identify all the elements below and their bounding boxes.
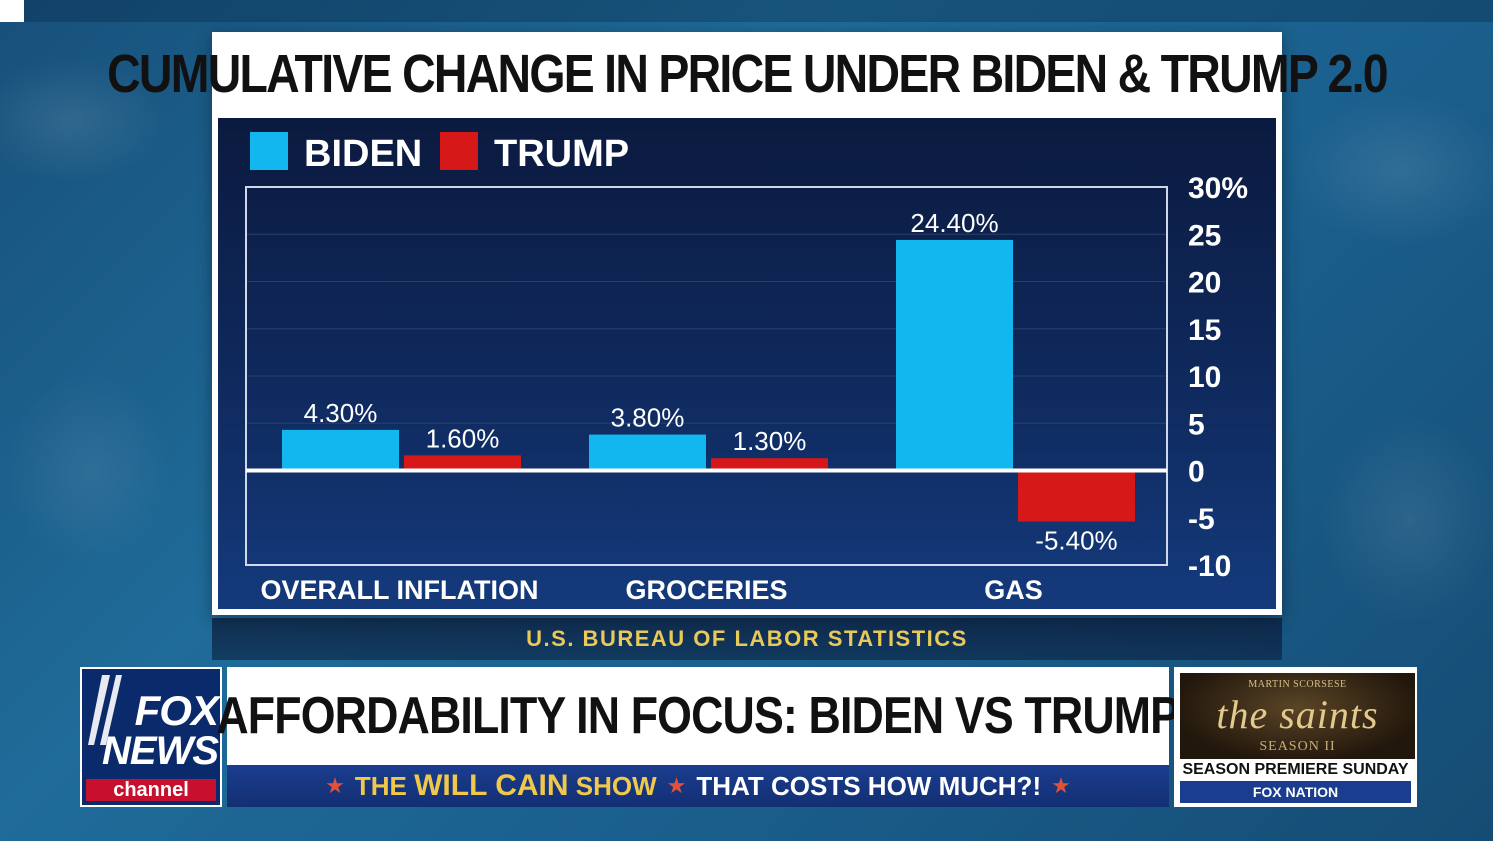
data-label: 4.30% (304, 398, 378, 428)
promo-premiere: SEASON PREMIERE SUNDAY (1182, 761, 1409, 778)
promo-title: the saints (1216, 692, 1379, 737)
bar-trump-0 (404, 455, 521, 471)
segment-title: THAT COSTS HOW MUCH?! (696, 770, 1042, 801)
bar-biden-1 (589, 434, 706, 471)
legend-label-biden: BIDEN (304, 133, 422, 175)
bar-biden-2 (896, 239, 1013, 471)
logo-stripes-icon (88, 675, 122, 745)
data-label: 1.60% (426, 423, 500, 453)
legend-label-trump: TRUMP (494, 133, 629, 175)
y-tick-label: 10 (1188, 361, 1221, 394)
y-tick-label: 30% (1188, 172, 1248, 205)
fox-news-logo: FOX NEWS channel (80, 667, 222, 807)
show-name: WILL CAIN (414, 769, 569, 802)
plot-frame (245, 186, 1168, 566)
data-label: -5.40% (1035, 526, 1117, 556)
y-tick-label: 15 (1188, 314, 1221, 347)
data-label: 1.30% (733, 426, 807, 456)
chart-panel: CUMULATIVE CHANGE IN PRICE UNDER BIDEN &… (107, 32, 1389, 615)
ticker-bar: ★ THE WILL CAIN SHOW ★ THAT COSTS HOW MU… (227, 765, 1169, 807)
data-label: 24.40% (910, 208, 998, 238)
logo-channel-text: channel (86, 779, 216, 801)
show-the: THE (354, 770, 407, 801)
promo-box: MARTIN SCORSESE the saints SEASON II SEA… (1174, 667, 1417, 807)
promo-network: FOX NATION (1180, 781, 1411, 803)
y-tick-label: 20 (1188, 267, 1221, 300)
chart-title: CUMULATIVE CHANGE IN PRICE UNDER BIDEN &… (107, 44, 1389, 104)
category-label: GAS (984, 575, 1043, 605)
y-tick-label: -10 (1188, 550, 1231, 583)
top-band (24, 0, 1493, 22)
promo-image: MARTIN SCORSESE the saints SEASON II (1180, 673, 1415, 759)
y-tick-label: -5 (1188, 503, 1215, 536)
logo-fox-text: FOX (134, 687, 219, 734)
headline-text: AFFORDABILITY IN FOCUS: BIDEN VS TRUMP (216, 687, 1181, 745)
corner-marker (0, 0, 24, 22)
legend-swatch-biden (250, 132, 288, 170)
data-label: 3.80% (611, 403, 685, 433)
star-icon: ★ (666, 773, 687, 798)
bar-trump-2 (1018, 470, 1135, 522)
star-icon: ★ (325, 773, 345, 798)
chart-background (218, 118, 1276, 609)
y-tick-label: 0 (1188, 456, 1205, 489)
bar-biden-0 (282, 429, 399, 471)
bar-chart: BIDEN TRUMP 4.30% 1.60% OVERALL INFLATION 3.8… (245, 132, 1248, 605)
promo-season: SEASON II (1259, 739, 1336, 754)
bar-trump-1 (711, 458, 828, 471)
chart-source: U.S. BUREAU OF LABOR STATISTICS (212, 618, 1282, 660)
logo-news-text: NEWS (102, 729, 219, 773)
category-label: GROCERIES (625, 575, 787, 605)
promo-presenter: MARTIN SCORSESE (1248, 679, 1347, 690)
legend-swatch-trump (440, 132, 478, 170)
y-tick-label: 5 (1188, 408, 1205, 441)
star-icon: ★ (1051, 773, 1071, 798)
headline-bar: AFFORDABILITY IN FOCUS: BIDEN VS TRUMP (217, 667, 1180, 765)
category-label: OVERALL INFLATION (261, 575, 539, 605)
show-suffix: SHOW (575, 770, 657, 801)
y-tick-label: 25 (1188, 219, 1221, 252)
